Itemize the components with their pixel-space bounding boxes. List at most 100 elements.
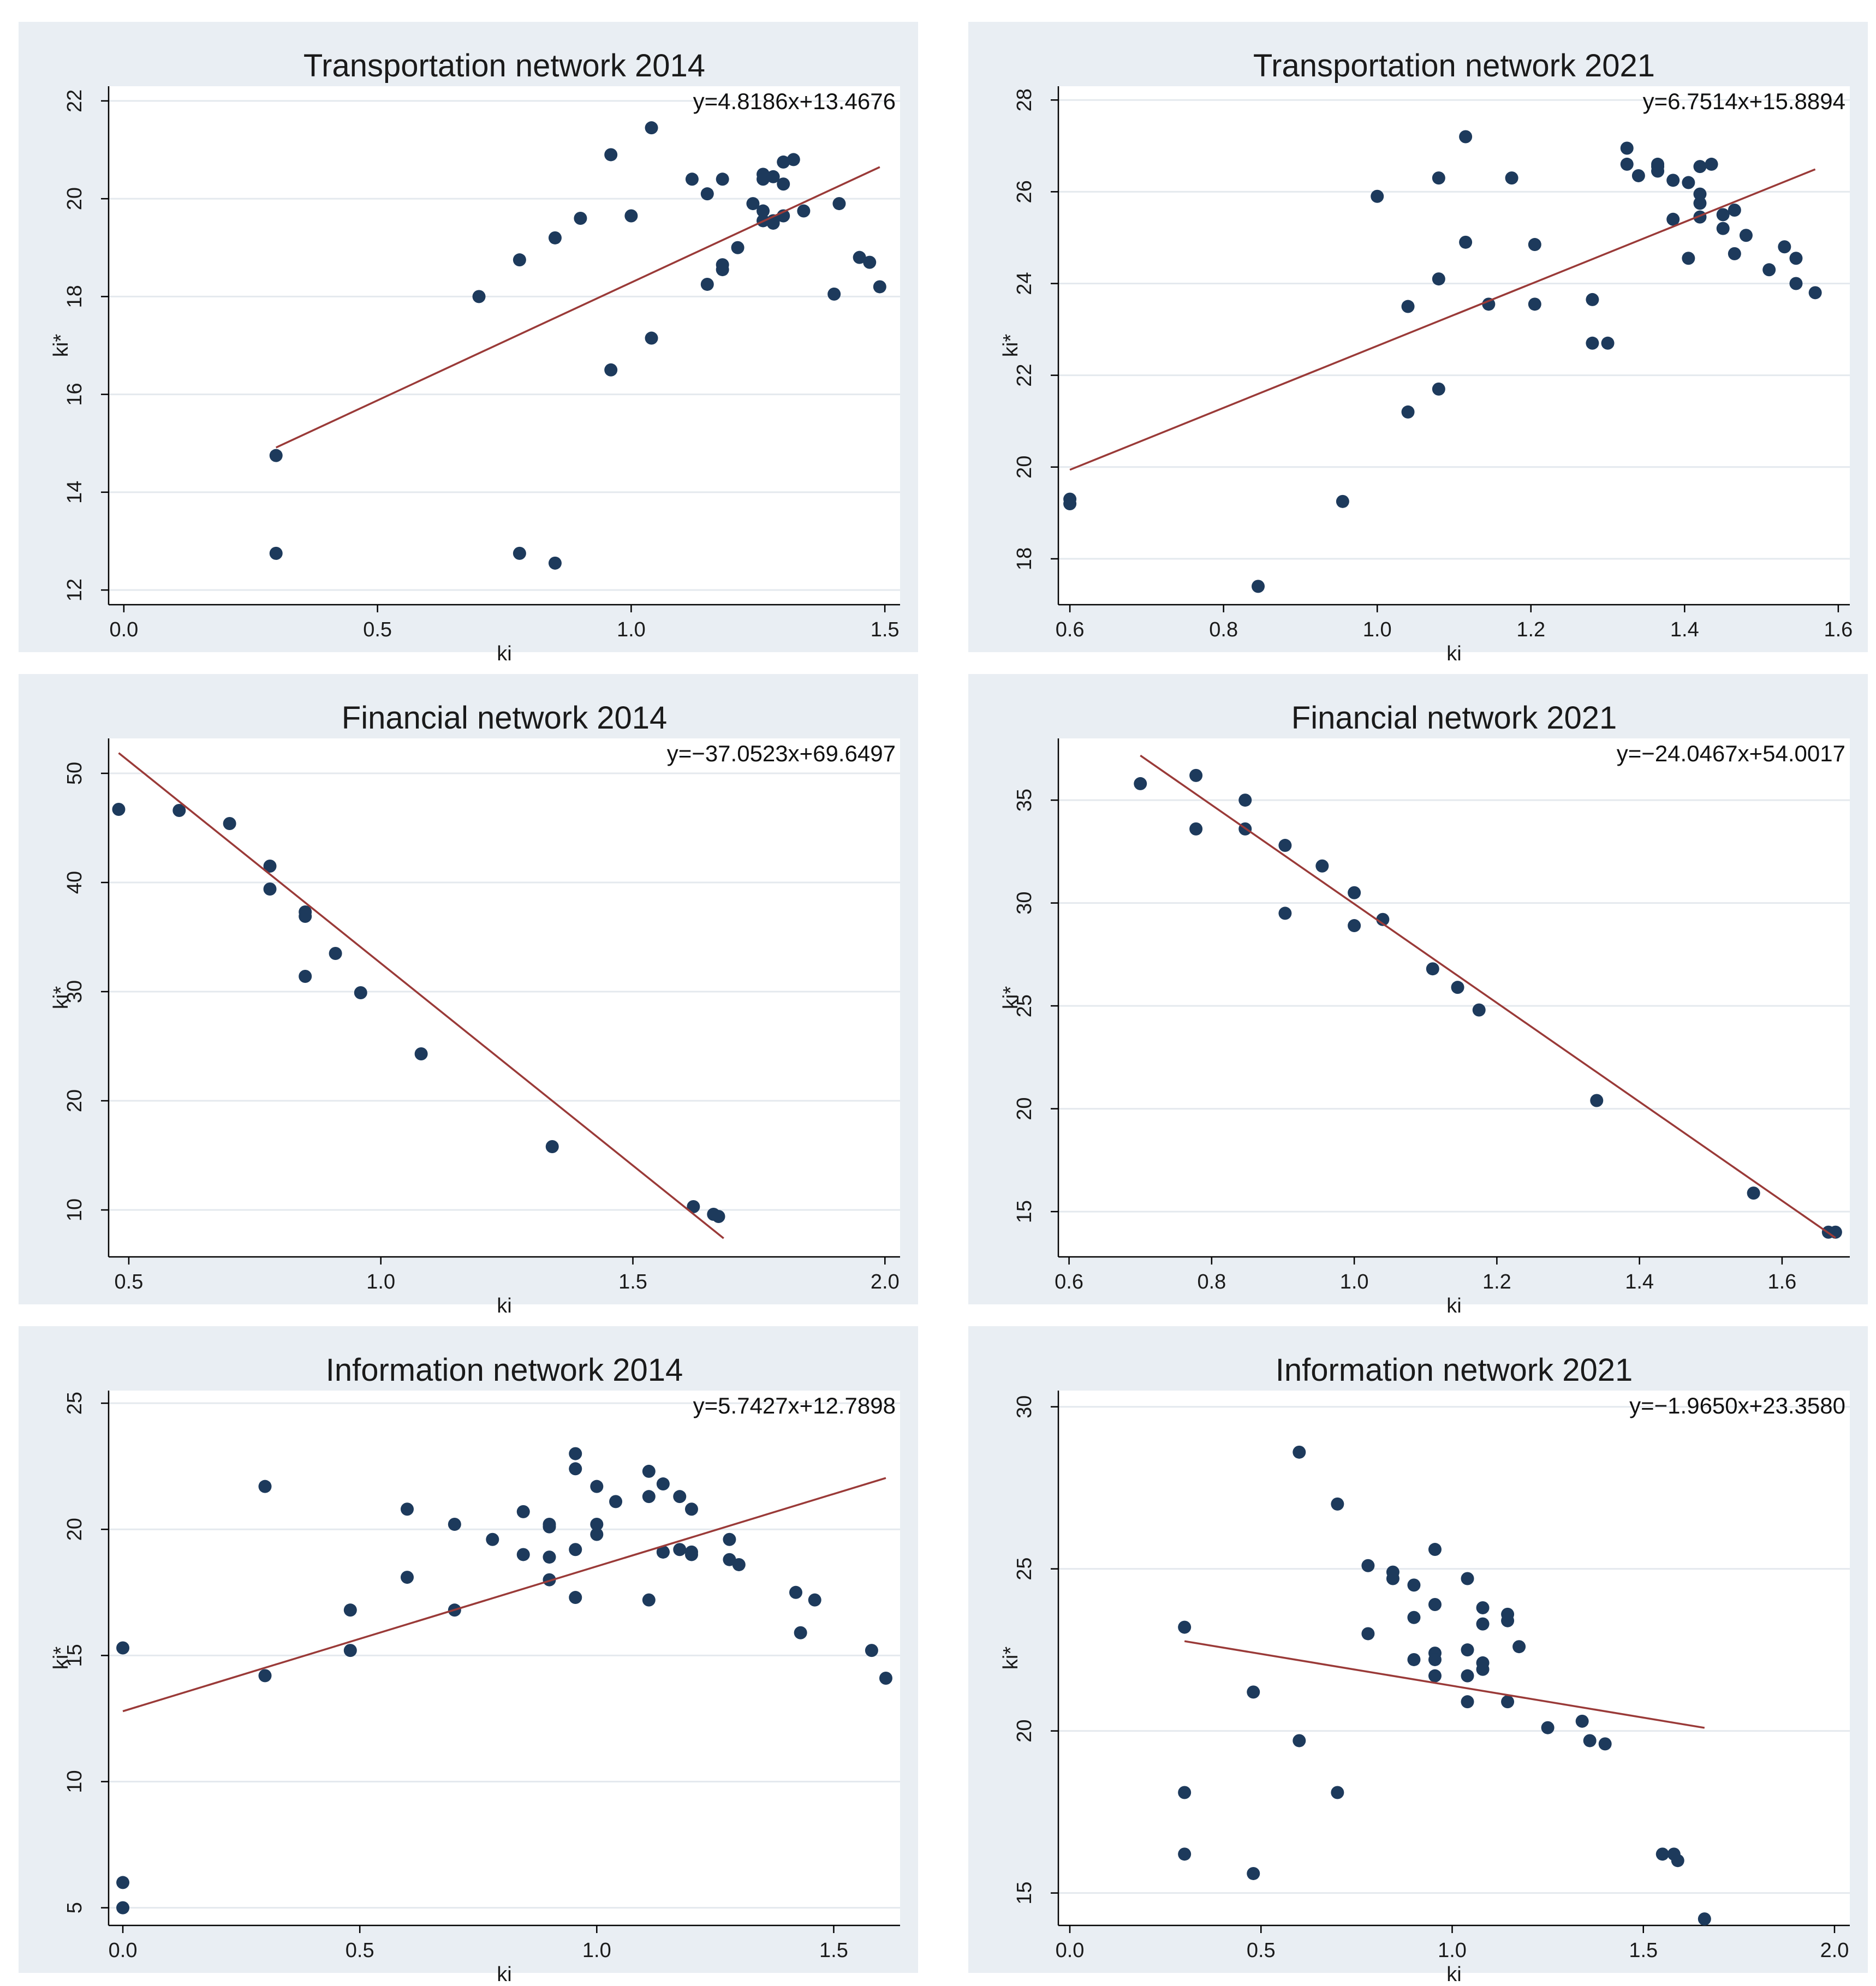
data-point <box>1361 1559 1375 1572</box>
data-point <box>354 986 367 999</box>
scatter-chart: 18 20 22 24 26 28 0.6 0.8 1.0 1.2 1.4 1.6 Transporta… <box>999 48 1853 665</box>
data-point <box>1401 300 1415 313</box>
y-tick-label: 15 <box>1013 1881 1036 1904</box>
data-point <box>827 287 841 301</box>
data-point <box>401 1502 414 1516</box>
y-tick-label: 40 <box>63 871 86 894</box>
x-tick-label: 1.4 <box>1670 618 1699 641</box>
data-point <box>299 970 312 983</box>
data-point <box>543 1550 556 1564</box>
data-point <box>645 121 658 135</box>
y-tick-label: 30 <box>1013 1395 1036 1418</box>
y-axis-label: ki* <box>50 986 73 1009</box>
data-point <box>1432 272 1445 286</box>
data-point <box>700 277 714 291</box>
data-point <box>777 177 790 191</box>
fit-equation: y=−24.0467x+54.0017 <box>1617 741 1845 766</box>
data-point <box>1063 497 1077 511</box>
data-point <box>832 197 846 211</box>
data-point <box>1459 235 1473 249</box>
data-point <box>590 1518 604 1531</box>
data-point <box>808 1593 821 1607</box>
data-point <box>1472 1003 1486 1017</box>
data-point <box>746 197 760 211</box>
data-point <box>1698 1912 1711 1926</box>
data-point <box>1666 174 1680 187</box>
data-point <box>1178 1847 1192 1861</box>
data-point <box>1728 203 1741 217</box>
x-tick-label: 1.6 <box>1824 618 1853 641</box>
fit-equation: y=−37.0523x+69.6497 <box>667 741 896 766</box>
data-point <box>543 1573 556 1587</box>
data-point <box>548 231 562 244</box>
data-point <box>1586 293 1599 306</box>
data-point <box>569 1591 582 1605</box>
y-axis-label: ki* <box>50 1647 73 1669</box>
y-axis-label: ki* <box>999 1647 1022 1669</box>
data-point <box>269 449 283 462</box>
data-point <box>1528 297 1541 311</box>
data-point <box>1461 1643 1474 1657</box>
data-point <box>343 1644 357 1657</box>
data-point <box>1778 240 1791 254</box>
data-point <box>1501 1695 1515 1709</box>
data-point <box>794 1626 807 1639</box>
data-point <box>1482 297 1496 311</box>
data-point <box>604 148 618 162</box>
x-axis-label: ki <box>1446 642 1461 665</box>
x-axis-label: ki <box>1446 1963 1461 1986</box>
data-point <box>723 1532 736 1546</box>
x-tick-label: 0.6 <box>1056 618 1085 641</box>
data-point <box>673 1490 687 1504</box>
y-tick-label: 26 <box>1013 180 1036 203</box>
x-tick-label: 1.0 <box>366 1271 395 1293</box>
data-point <box>223 817 236 830</box>
data-point <box>1598 1737 1612 1751</box>
fit-line <box>122 1477 886 1713</box>
data-point <box>1651 157 1665 171</box>
data-point <box>863 255 877 269</box>
data-point <box>1293 1445 1306 1459</box>
data-point <box>1601 336 1615 350</box>
data-point <box>569 1447 582 1460</box>
data-point <box>574 211 587 225</box>
data-point <box>513 253 526 267</box>
data-point <box>569 1543 582 1556</box>
x-tick-label: 1.0 <box>582 1939 611 1962</box>
data-point <box>1331 1786 1344 1799</box>
fit-line <box>1184 1640 1705 1729</box>
data-point <box>1461 1572 1474 1585</box>
data-point <box>548 556 562 570</box>
fit-line <box>275 166 880 449</box>
x-axis-label: ki <box>497 1963 511 1986</box>
fit-line <box>1069 168 1816 471</box>
data-point <box>1655 1847 1669 1861</box>
x-tick-label: 1.4 <box>1625 1271 1654 1293</box>
data-point <box>269 546 283 560</box>
data-point <box>1808 286 1822 300</box>
data-point <box>1278 839 1292 852</box>
chart-title: Information network 2014 <box>326 1352 683 1388</box>
data-point <box>700 187 714 201</box>
fit-equation: y=4.8186x+13.4676 <box>693 88 896 114</box>
y-tick-label: 25 <box>1013 1558 1036 1581</box>
data-point <box>1348 919 1361 933</box>
data-point <box>1682 176 1695 189</box>
x-tick-label: 0.5 <box>1247 1939 1276 1962</box>
fit-equation: y=5.7427x+12.7898 <box>693 1393 896 1418</box>
data-point <box>569 1462 582 1476</box>
data-point <box>116 1641 130 1655</box>
data-point <box>1386 1572 1399 1585</box>
data-point <box>1461 1669 1474 1683</box>
data-point <box>787 153 800 166</box>
data-point <box>1575 1714 1589 1728</box>
data-point <box>757 172 770 186</box>
y-tick-label: 16 <box>63 383 86 405</box>
x-tick-label: 1.5 <box>819 1939 848 1962</box>
data-point <box>673 1543 687 1556</box>
data-point <box>609 1495 623 1508</box>
data-point <box>642 1464 656 1478</box>
scatter-chart: 12 14 16 18 20 22 0.0 0.5 1.0 1.5 Transportation n… <box>50 48 900 665</box>
fit-line <box>1140 754 1836 1239</box>
x-tick-label: 0.5 <box>115 1271 144 1293</box>
